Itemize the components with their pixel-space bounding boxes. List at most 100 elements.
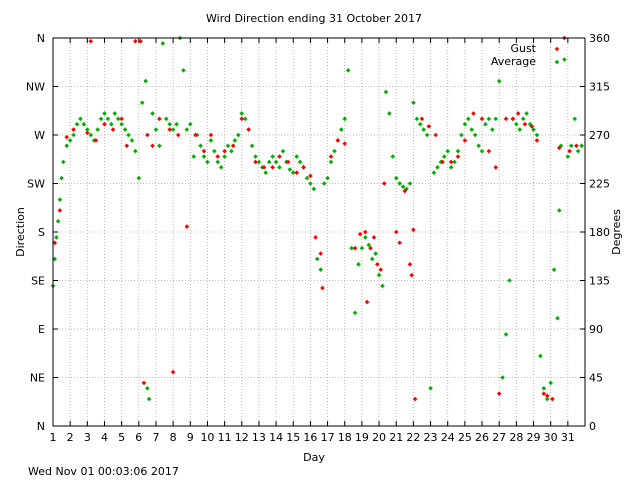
average-point [493,116,499,122]
average-point [139,100,145,105]
average-point [376,272,382,278]
average-point [98,116,104,122]
gust-point [426,124,432,129]
gust-point [550,396,555,402]
average-point [311,186,317,192]
average-point [201,154,207,159]
gust-point [486,148,492,154]
average-point [122,127,128,132]
gust-point [141,380,147,386]
average-point [232,138,238,143]
gust-point [342,141,348,146]
gust-point [529,124,535,129]
gust-point [308,173,313,179]
average-point [187,121,193,127]
average-point [531,127,536,132]
average-point [339,127,344,132]
average-point [239,111,245,116]
x-tick-label: 8 [170,431,177,444]
gust-point [85,130,90,136]
y-tick-label-left: SW [27,178,45,191]
x-tick-label: 31 [561,431,575,444]
gust-point [522,121,528,127]
x-tick-label: 20 [372,431,386,444]
gust-point [381,181,387,186]
average-point [445,148,451,154]
average-point [455,148,461,154]
average-point [146,396,152,402]
average-point [163,116,169,122]
average-point [229,148,234,154]
gust-point [261,165,267,170]
average-point [387,111,392,116]
y-tick-label-left: N [37,420,45,433]
gust-point [285,159,291,165]
x-tick-label: 18 [338,431,352,444]
gust-point [222,148,227,154]
legend: Gust Average [491,42,537,68]
average-point [435,165,440,170]
gust-point [357,231,363,237]
x-tick-label: 30 [544,431,558,444]
x-tick-label: 3 [84,431,91,444]
gust-point [320,285,325,291]
x-tick-label: 14 [269,431,283,444]
gust-point [167,127,172,132]
average-point [153,127,159,132]
gust-point [378,267,384,273]
average-point [133,148,138,154]
average-point [431,170,437,176]
gust-point [534,138,540,143]
x-tick-label: 12 [235,431,249,444]
gust-point [567,148,572,154]
x-tick-label: 15 [286,431,300,444]
y-tick-label-right: 360 [589,32,610,45]
gust-point [515,111,521,116]
gust-point [313,235,318,240]
average-point [469,127,475,132]
y-tick-label-left: W [34,129,45,142]
x-tick-label: 25 [458,431,472,444]
average-point [462,121,468,127]
x-tick-label: 1 [50,431,57,444]
y-tick-label-left: E [38,323,45,336]
average-point [359,245,365,251]
average-point [369,256,375,262]
average-point [424,132,430,138]
gust-point [556,145,562,151]
gust-point [510,116,516,122]
y-tick-label-left: NE [30,372,45,385]
x-tick-label: 4 [101,431,108,444]
average-point [466,116,471,122]
average-point [119,121,124,127]
legend-label-average: Average [491,55,536,68]
average-point [517,127,523,132]
average-point [503,332,509,337]
average-point [496,78,502,84]
average-point [575,148,581,154]
y-tick-label-right: 225 [589,178,610,191]
average-point [157,143,162,149]
x-tick-label: 13 [252,431,266,444]
average-point [486,116,492,122]
average-point [277,165,282,170]
average-point [383,89,389,95]
gust-point [175,132,181,138]
average-point [170,127,176,132]
x-axis-label: Day [303,451,325,464]
gust-point [409,272,414,278]
gust-point [368,245,373,251]
x-tick-label: 28 [509,431,523,444]
gust-point [544,393,550,399]
y-tick-label-right: 315 [589,81,610,94]
gust-point [294,170,299,176]
gust-point [393,229,399,235]
gust-point [193,132,198,138]
average-point [407,181,413,186]
average-point [544,396,550,402]
average-point [397,181,402,186]
gust-point [230,143,236,149]
gust-point [145,132,150,138]
gust-point [318,251,324,256]
gust-point [246,127,251,132]
